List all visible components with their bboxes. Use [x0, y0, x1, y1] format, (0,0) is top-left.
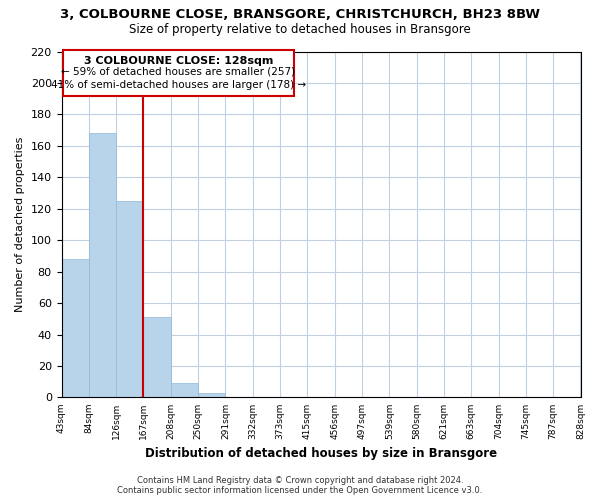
X-axis label: Distribution of detached houses by size in Bransgore: Distribution of detached houses by size …: [145, 447, 497, 460]
Bar: [171, 384, 198, 398]
Bar: [143, 317, 171, 398]
Text: Contains HM Land Registry data © Crown copyright and database right 2024.
Contai: Contains HM Land Registry data © Crown c…: [118, 476, 482, 495]
Bar: [62, 259, 89, 398]
Text: 3, COLBOURNE CLOSE, BRANSGORE, CHRISTCHURCH, BH23 8BW: 3, COLBOURNE CLOSE, BRANSGORE, CHRISTCHU…: [60, 8, 540, 20]
Bar: [89, 134, 116, 398]
Text: Size of property relative to detached houses in Bransgore: Size of property relative to detached ho…: [129, 22, 471, 36]
Text: ← 59% of detached houses are smaller (257): ← 59% of detached houses are smaller (25…: [61, 67, 295, 77]
Text: 41% of semi-detached houses are larger (178) →: 41% of semi-detached houses are larger (…: [51, 80, 306, 90]
Bar: [198, 392, 226, 398]
FancyBboxPatch shape: [63, 50, 293, 96]
Bar: [116, 201, 143, 398]
Text: 3 COLBOURNE CLOSE: 128sqm: 3 COLBOURNE CLOSE: 128sqm: [83, 56, 273, 66]
Y-axis label: Number of detached properties: Number of detached properties: [15, 137, 25, 312]
